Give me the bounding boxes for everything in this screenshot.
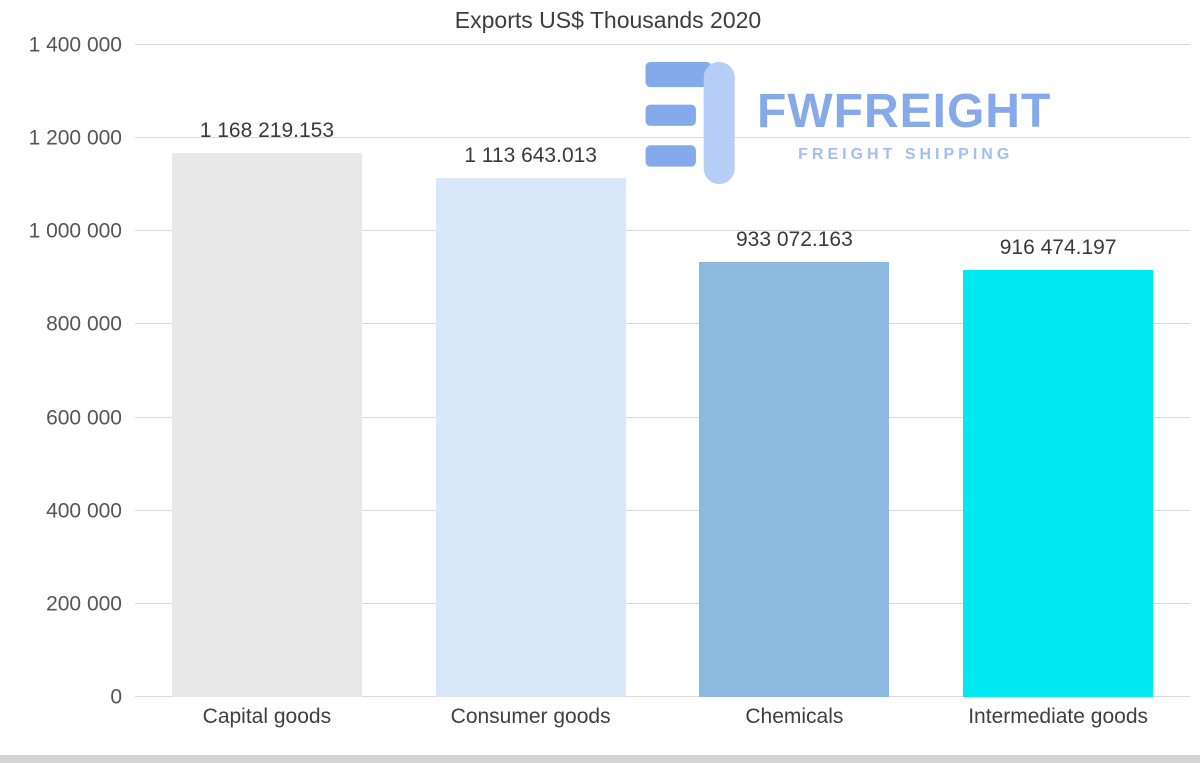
chart-title: Exports US$ Thousands 2020 (454, 7, 762, 33)
gridline (135, 696, 1190, 697)
y-tick-label: 800 000 (46, 312, 122, 336)
y-axis: 0 200 000 400 000 600 000 800 000 1 000 000 1 … (0, 35, 122, 708)
bar-slot-chemicals: 933 072.163 (663, 45, 927, 697)
bar-slot-intermediate-goods: 916 474.197 (926, 45, 1190, 697)
bottom-strip (0, 755, 1200, 763)
bar-consumer-goods (435, 178, 626, 697)
y-tick-label: 600 000 (46, 406, 122, 430)
x-tick-label-chemicals: Chemicals (745, 705, 844, 728)
x-tick-label-capital-goods: Capital goods (202, 705, 332, 728)
gridline (135, 509, 1190, 511)
x-tick-label-intermediate-goods: Intermediate goods (968, 705, 1149, 728)
gridline (135, 44, 1190, 45)
bar-value-label: 1 113 643.013 (464, 144, 597, 168)
y-tick-label: 1 000 000 (28, 219, 122, 243)
bars-row: 1 168 219.153 1 113 643.013 933 072.163 916… (135, 45, 1190, 697)
gridline (135, 416, 1190, 418)
bar-chemicals (699, 262, 890, 697)
y-tick-label: 200 000 (46, 592, 122, 616)
bar-capital-goods (171, 152, 362, 697)
gridline (135, 602, 1190, 604)
gridline (135, 230, 1190, 232)
bar-value-label: 933 072.163 (735, 228, 853, 252)
y-tick-label: 400 000 (46, 499, 122, 523)
x-tick-label-consumer-goods: Consumer goods (450, 705, 611, 728)
plot-area: 1 168 219.153 1 113 643.013 933 072.163 916… (135, 44, 1190, 697)
bar-value-label: 1 168 219.153 (199, 118, 335, 142)
x-axis: Capital goods Consumer goods Chemicals Inte… (135, 705, 1190, 729)
bar-slot-consumer-goods: 1 113 643.013 (399, 45, 663, 697)
gridline (135, 323, 1190, 325)
gridline (135, 137, 1190, 139)
y-tick-label: 1 200 000 (28, 126, 122, 150)
bar-intermediate-goods (963, 270, 1154, 697)
bar-slot-capital-goods: 1 168 219.153 (135, 45, 399, 697)
bar-value-label: 916 474.197 (999, 236, 1117, 260)
y-tick-label: 1 400 000 (28, 33, 122, 57)
y-tick-label: 0 (110, 685, 122, 709)
